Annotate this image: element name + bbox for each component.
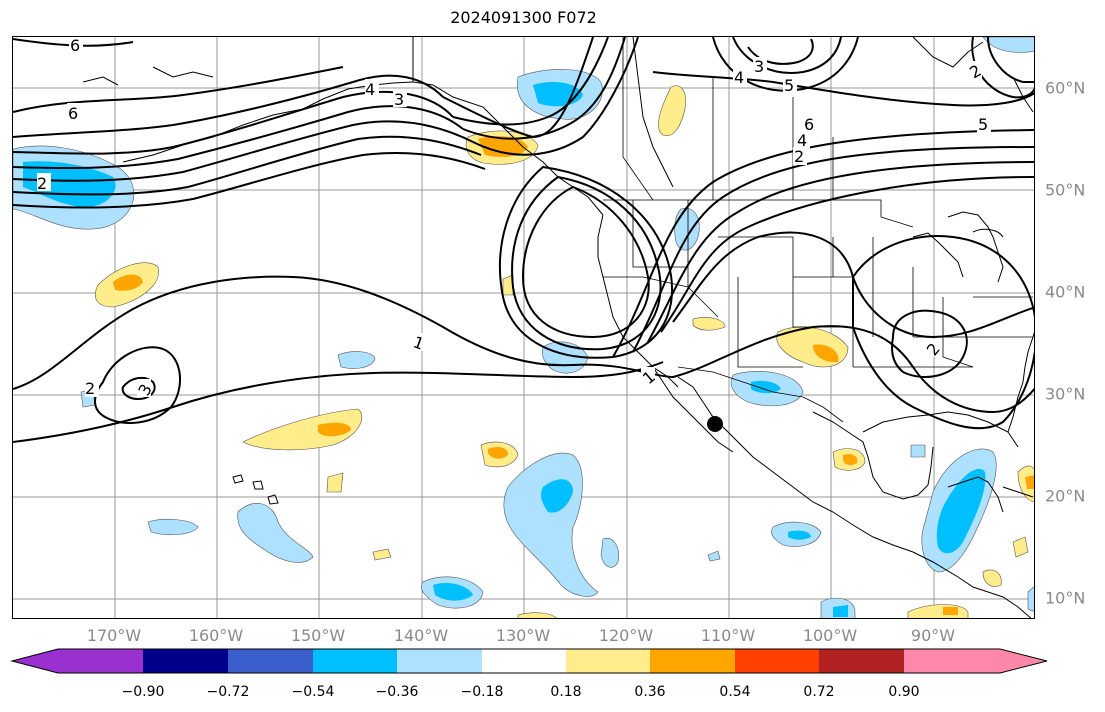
colorbar-tick-label: −0.54 — [291, 684, 335, 700]
colorbar-segment — [482, 649, 566, 673]
colorbar-segment — [58, 649, 143, 673]
colorbar-tick-label: −0.36 — [375, 684, 419, 700]
contour-label: 2 — [794, 147, 804, 166]
colorbar-segment — [819, 649, 904, 673]
plot-title: 2024091300 F072 — [450, 8, 597, 27]
colorbar-segment — [143, 649, 228, 673]
lat-label: 20°N — [1045, 486, 1086, 506]
colorbar-segment — [397, 649, 482, 673]
lat-label: 40°N — [1045, 282, 1086, 302]
colorbar-tick-label: −0.72 — [206, 684, 250, 700]
lon-label: 150°W — [290, 626, 346, 645]
colorbar-segment — [228, 649, 313, 673]
colorbar-tick-label: 0.90 — [888, 684, 920, 700]
map-canvas: .grid { stroke:#999; stroke-width:1; fil… — [13, 37, 1034, 618]
colorbar-segment — [735, 649, 819, 673]
contour-label: 4 — [365, 80, 375, 99]
lon-label: 170°W — [86, 626, 142, 645]
colorbar-tick-label: −0.90 — [121, 684, 165, 700]
colorbar-extend-low — [12, 649, 58, 673]
lon-label: 160°W — [188, 626, 244, 645]
lon-label: 110°W — [700, 626, 756, 645]
colorbar-tick-label: 0.72 — [803, 684, 835, 700]
contour-label: 5 — [978, 115, 988, 134]
contour-label: 4 — [734, 68, 744, 87]
lat-label: 30°N — [1045, 384, 1086, 404]
lon-label: 100°W — [802, 626, 858, 645]
contour-label: 6 — [70, 37, 80, 55]
lon-label: 90°W — [910, 626, 956, 645]
colorbar-extend-high — [1000, 649, 1047, 673]
contour-label: 5 — [784, 76, 794, 95]
colorbar — [10, 648, 1048, 674]
map-panel: .grid { stroke:#999; stroke-width:1; fil… — [12, 36, 1035, 619]
lat-label: 10°N — [1045, 588, 1086, 608]
lat-label: 60°N — [1045, 78, 1086, 98]
colorbar-segment — [650, 649, 735, 673]
colorbar-tick-label: 0.36 — [634, 684, 666, 700]
contour-label-group: 6 6 4 3 2 1 1 2 3 3 4 5 5 6 4 2 2 2 — [37, 37, 991, 399]
lon-label: 140°W — [393, 626, 449, 645]
contour-label: 3 — [754, 57, 764, 76]
lat-label: 50°N — [1045, 180, 1086, 200]
contour-label: 2 — [85, 379, 95, 398]
contour-label: 2 — [37, 174, 47, 193]
contour-label: 6 — [804, 115, 814, 134]
colorbar-segment — [313, 649, 397, 673]
contour-label: 6 — [68, 104, 78, 123]
coastlines — [82, 37, 1034, 618]
colorbar-tick-label: 0.18 — [550, 684, 582, 700]
colorbar-segment — [566, 649, 650, 673]
station-point-marker — [707, 416, 723, 432]
lon-label: 120°W — [598, 626, 654, 645]
colorbar-tick-label: −0.18 — [460, 684, 504, 700]
colorbar-segment — [904, 649, 1000, 673]
contour-label: 4 — [797, 131, 807, 150]
colorbar-tick-label: 0.54 — [719, 684, 751, 700]
contour-label: 3 — [394, 90, 404, 109]
lon-label: 130°W — [495, 626, 551, 645]
colorbar-segments — [12, 649, 1047, 673]
